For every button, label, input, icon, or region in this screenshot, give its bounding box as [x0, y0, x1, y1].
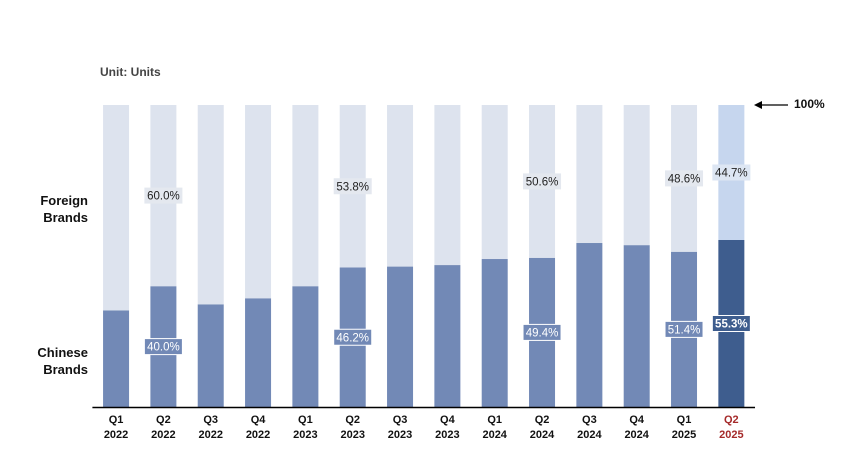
x-tick-label: Q1	[487, 414, 502, 426]
annotation: 100%	[794, 97, 825, 111]
x-tick-label: Q1	[677, 414, 692, 426]
bar-segment	[576, 243, 603, 407]
label-box	[711, 314, 751, 332]
bar-segment	[292, 105, 319, 287]
data-label: 46.2%	[336, 332, 369, 344]
x-tick-label: Q3	[203, 414, 218, 426]
label-box	[333, 178, 372, 195]
x-tick-label: 2022	[198, 429, 222, 441]
x-tick-label: Q2	[724, 414, 739, 426]
data-label: 50.6%	[526, 176, 559, 188]
unit-label: Unit: Units	[100, 65, 161, 79]
bar-segment	[197, 304, 224, 407]
data-label: 48.6%	[668, 173, 701, 185]
x-tick-label: 2023	[388, 429, 412, 441]
x-tick-label: 2023	[435, 429, 459, 441]
data-label: 40.0%	[147, 342, 180, 354]
x-tick-label: Q4	[440, 414, 456, 426]
label-box	[522, 323, 562, 341]
x-tick-label: 2024	[624, 429, 649, 441]
x-tick-label: 2022	[246, 429, 270, 441]
label-box	[143, 338, 183, 356]
x-tick-label: 2024	[530, 429, 555, 441]
series-label: Foreign Brands	[40, 193, 88, 225]
x-tick-label: Q1	[298, 414, 313, 426]
bar-segment	[387, 266, 414, 407]
label-box	[665, 170, 704, 187]
label-box	[664, 320, 704, 338]
x-tick-label: Q3	[582, 414, 597, 426]
arrow-head	[754, 101, 762, 109]
bar-segment	[434, 105, 461, 266]
x-tick-label: 2023	[293, 429, 317, 441]
series-label: Chinese Brands	[37, 345, 88, 377]
x-tick-label: Q1	[109, 414, 124, 426]
bar-segment	[623, 245, 650, 407]
x-tick-label: 2024	[577, 429, 602, 441]
bar-segment	[623, 105, 650, 246]
bar-segment	[103, 310, 130, 407]
data-label: 60.0%	[147, 191, 180, 203]
bar-segment	[434, 265, 461, 407]
data-label: 44.7%	[715, 168, 748, 180]
label-box	[523, 173, 562, 190]
label-box	[333, 328, 373, 346]
bar-segment	[245, 298, 272, 407]
x-tick-label: Q4	[251, 414, 267, 426]
bar-segment	[481, 259, 508, 407]
bar-segment	[292, 286, 319, 407]
x-tick-label: 2025	[719, 429, 743, 441]
x-tick-label: 2023	[340, 429, 364, 441]
bar-segment	[481, 105, 508, 260]
data-label: 53.8%	[336, 181, 369, 193]
label-box	[144, 187, 183, 204]
x-tick-label: 2022	[151, 429, 175, 441]
x-tick-label: 2022	[104, 429, 128, 441]
x-tick-label: Q2	[345, 414, 360, 426]
bar-segment	[103, 105, 130, 311]
bar-segment	[387, 105, 414, 267]
x-tick-label: Q2	[156, 414, 171, 426]
data-label: 51.4%	[668, 324, 701, 336]
bar-segment	[576, 105, 603, 244]
x-tick-label: 2025	[672, 429, 696, 441]
x-tick-label: Q4	[629, 414, 645, 426]
x-tick-label: Q2	[535, 414, 550, 426]
data-label: 55.3%	[715, 319, 748, 331]
bar-segment	[197, 105, 224, 305]
data-label: 49.4%	[526, 327, 559, 339]
label-box	[712, 164, 751, 181]
x-tick-label: 2024	[482, 429, 507, 441]
bar-segment	[245, 105, 272, 299]
x-tick-label: Q3	[393, 414, 408, 426]
